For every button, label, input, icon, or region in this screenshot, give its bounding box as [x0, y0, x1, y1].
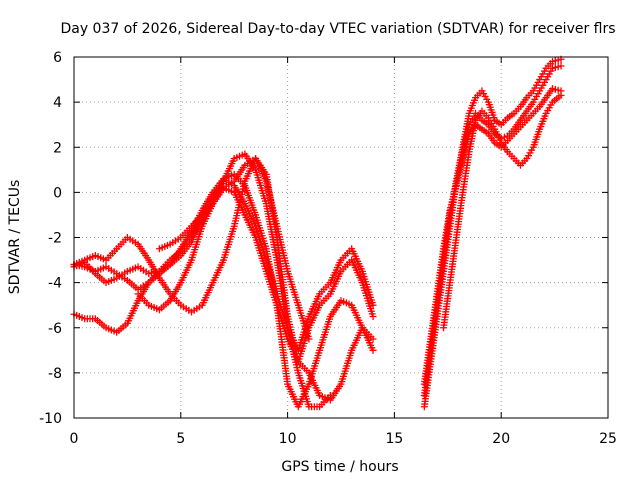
- series-10: [440, 91, 565, 332]
- series-6: [155, 155, 313, 343]
- x-tick-label: 15: [385, 431, 403, 447]
- series-7: [420, 55, 565, 411]
- data-point: [326, 391, 334, 399]
- x-axis-ticks: 0 5 10 15 20 25: [70, 57, 617, 447]
- data-point: [369, 335, 377, 343]
- series-3: [70, 170, 377, 411]
- data-point: [369, 312, 377, 320]
- data-point: [369, 346, 377, 354]
- y-tick-label: -4: [48, 276, 62, 292]
- x-tick-label: 10: [279, 431, 297, 447]
- chart-title: Day 037 of 2026, Sidereal Day-to-day VTE…: [60, 21, 615, 37]
- y-axis-label: SDTVAR / TECUs: [7, 180, 23, 295]
- x-tick-label: 25: [599, 431, 617, 447]
- data-point: [305, 335, 313, 343]
- x-tick-label: 20: [492, 431, 510, 447]
- x-tick-label: 0: [70, 431, 79, 447]
- data-point: [557, 91, 565, 99]
- y-tick-label: -10: [39, 411, 62, 427]
- x-tick-label: 5: [176, 431, 185, 447]
- series-9: [420, 85, 565, 388]
- y-axis-ticks: -10 -8 -6 -4 -2 0 2 4 6: [39, 50, 608, 427]
- y-tick-label: -6: [48, 321, 62, 337]
- y-tick-label: 6: [53, 50, 62, 66]
- x-axis-label: GPS time / hours: [281, 459, 398, 475]
- data-point: [557, 62, 565, 70]
- data-point: [369, 301, 377, 309]
- y-tick-label: 0: [53, 185, 62, 201]
- data-points: [70, 55, 565, 411]
- y-tick-label: 4: [53, 95, 62, 111]
- y-tick-label: -8: [48, 366, 62, 382]
- y-tick-label: -2: [48, 231, 62, 247]
- y-tick-label: 2: [53, 140, 62, 156]
